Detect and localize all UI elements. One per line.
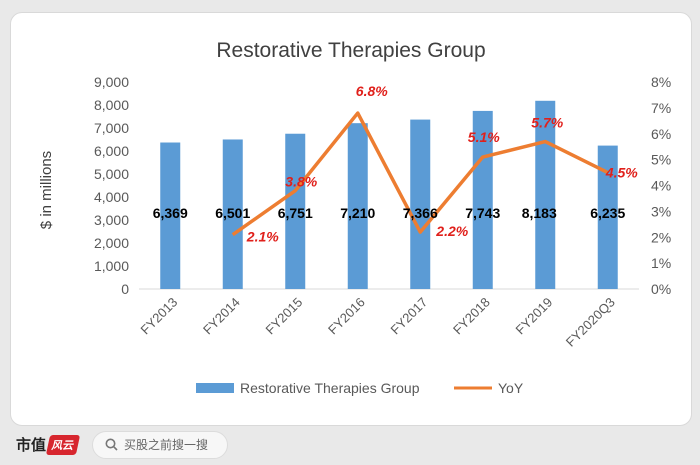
x-tick-label: FY2019 [513,295,556,338]
y2-tick-label: 3% [651,203,671,219]
y-tick-label: 2,000 [94,235,129,251]
x-tick-label: FY2017 [388,295,431,338]
x-tick-label: FY2014 [200,295,243,338]
bar [222,139,243,289]
yoy-value-label: 6.8% [356,83,388,99]
y2-tick-label: 7% [651,100,671,116]
brand-badge: 风云 [45,434,81,455]
y2-tick-label: 2% [651,229,671,245]
y-tick-label: 8,000 [94,97,129,113]
y-axis-label: $ in millions [38,151,55,229]
bar-value-label: 6,501 [215,205,250,221]
legend-bar-swatch [196,383,234,393]
yoy-line [231,111,609,237]
y-tick-label: 5,000 [94,166,129,182]
bar [285,133,306,289]
yoy-value-label: 2.1% [246,229,279,245]
brand-name: 市值 [16,436,47,454]
x-tick-label: FY2013 [138,295,181,338]
x-tick-label: FY2015 [263,295,306,338]
y2-tick-label: 5% [651,152,671,168]
bar-value-label: 8,183 [522,205,557,221]
x-tick-label: FY2018 [450,295,493,338]
chart-card: Restorative Therapies Group $ in million… [10,12,692,426]
bar-value-label: 6,235 [590,205,625,221]
legend-bar-label: Restorative Therapies Group [240,380,420,396]
brand-logo[interactable]: 市值 风云 [16,434,81,455]
y-tick-label: 1,000 [94,258,129,274]
chart-title: Restorative Therapies Group [216,39,485,62]
y-tick-label: 6,000 [94,143,129,159]
bar [347,123,368,289]
bar-value-label: 7,210 [340,205,375,221]
y2-tick-label: 6% [651,126,671,142]
bar-value-label: 7,366 [403,205,438,221]
yoy-value-label: 2.2% [435,223,468,239]
footer-bar: 市值 风云 买股之前搜一搜 [0,424,700,465]
bar-value-label: 6,751 [278,205,313,221]
bar [160,142,181,289]
y-tick-label: 3,000 [94,212,129,228]
bar-value-label: 7,743 [465,205,500,221]
y2-tick-label: 4% [651,178,671,194]
legend-line-label: YoY [498,380,524,396]
yoy-value-label: 5.7% [531,115,563,131]
yoy-value-label: 5.1% [468,129,500,145]
bar [535,100,556,289]
y-tick-label: 7,000 [94,120,129,136]
y-tick-label: 0 [121,281,129,297]
yoy-value-label: 4.5% [605,165,638,181]
bar [597,145,618,289]
y2-tick-label: 1% [651,255,671,271]
chart: Restorative Therapies Group $ in million… [38,39,671,396]
x-tick-label: FY2016 [325,295,368,338]
bar-value-label: 6,369 [153,205,188,221]
y2-tick-label: 0% [651,281,671,297]
y-tick-label: 4,000 [94,189,129,205]
search-placeholder: 买股之前搜一搜 [124,438,209,452]
x-tick-label: FY2020Q3 [563,295,618,350]
legend: Restorative Therapies Group YoY [196,380,524,396]
y2-tick-label: 8% [651,74,671,90]
yoy-value-label: 3.8% [285,174,317,190]
y-tick-label: 9,000 [94,74,129,90]
search-icon [105,438,118,451]
search-box[interactable]: 买股之前搜一搜 [92,430,229,459]
bar [410,119,431,289]
